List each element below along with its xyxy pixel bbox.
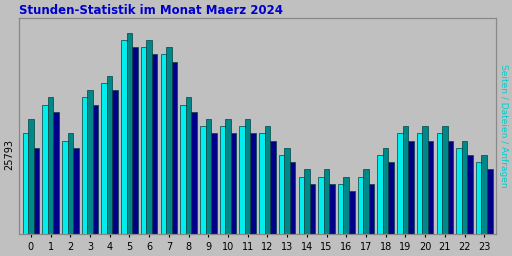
Bar	[132, 47, 138, 256]
Bar	[363, 169, 369, 256]
Bar	[467, 155, 473, 256]
Bar	[310, 184, 315, 256]
Bar	[259, 133, 265, 256]
Bar	[231, 133, 236, 256]
Y-axis label: Seiten / Dateien / Anfragen: Seiten / Dateien / Anfragen	[499, 65, 508, 188]
Bar	[437, 133, 442, 256]
Bar	[389, 162, 394, 256]
Bar	[200, 126, 205, 256]
Bar	[270, 141, 275, 256]
Bar	[93, 105, 98, 256]
Bar	[487, 169, 493, 256]
Bar	[101, 83, 107, 256]
Bar	[377, 155, 383, 256]
Bar	[220, 126, 225, 256]
Bar	[456, 148, 462, 256]
Bar	[107, 76, 113, 256]
Bar	[304, 169, 310, 256]
Bar	[442, 126, 447, 256]
Bar	[205, 119, 211, 256]
Bar	[48, 98, 53, 256]
Bar	[141, 47, 146, 256]
Bar	[62, 141, 68, 256]
Bar	[338, 184, 344, 256]
Bar	[211, 133, 217, 256]
Bar	[186, 98, 191, 256]
Bar	[369, 184, 374, 256]
Bar	[68, 133, 73, 256]
Bar	[161, 54, 166, 256]
Bar	[408, 141, 414, 256]
Bar	[298, 177, 304, 256]
Bar	[397, 133, 402, 256]
Bar	[290, 162, 295, 256]
Bar	[417, 133, 422, 256]
Bar	[476, 162, 481, 256]
Bar	[180, 105, 186, 256]
Bar	[318, 177, 324, 256]
Bar	[34, 148, 39, 256]
Bar	[402, 126, 408, 256]
Bar	[324, 169, 329, 256]
Bar	[53, 112, 59, 256]
Bar	[82, 98, 87, 256]
Bar	[42, 105, 48, 256]
Bar	[245, 119, 250, 256]
Bar	[250, 133, 256, 256]
Bar	[349, 191, 354, 256]
Bar	[152, 54, 157, 256]
Bar	[279, 155, 284, 256]
Bar	[166, 47, 172, 256]
Bar	[191, 112, 197, 256]
Bar	[428, 141, 433, 256]
Bar	[329, 184, 335, 256]
Bar	[358, 177, 363, 256]
Bar	[113, 90, 118, 256]
Bar	[28, 119, 34, 256]
Bar	[240, 126, 245, 256]
Bar	[383, 148, 389, 256]
Bar	[462, 141, 467, 256]
Bar	[87, 90, 93, 256]
Bar	[146, 40, 152, 256]
Bar	[344, 177, 349, 256]
Bar	[172, 61, 177, 256]
Bar	[23, 133, 28, 256]
Bar	[284, 148, 290, 256]
Bar	[225, 119, 231, 256]
Bar	[481, 155, 487, 256]
Bar	[422, 126, 428, 256]
Bar	[73, 148, 78, 256]
Bar	[126, 33, 132, 256]
Bar	[447, 141, 453, 256]
Text: Stunden-Statistik im Monat Maerz 2024: Stunden-Statistik im Monat Maerz 2024	[19, 4, 283, 17]
Bar	[265, 126, 270, 256]
Bar	[121, 40, 126, 256]
